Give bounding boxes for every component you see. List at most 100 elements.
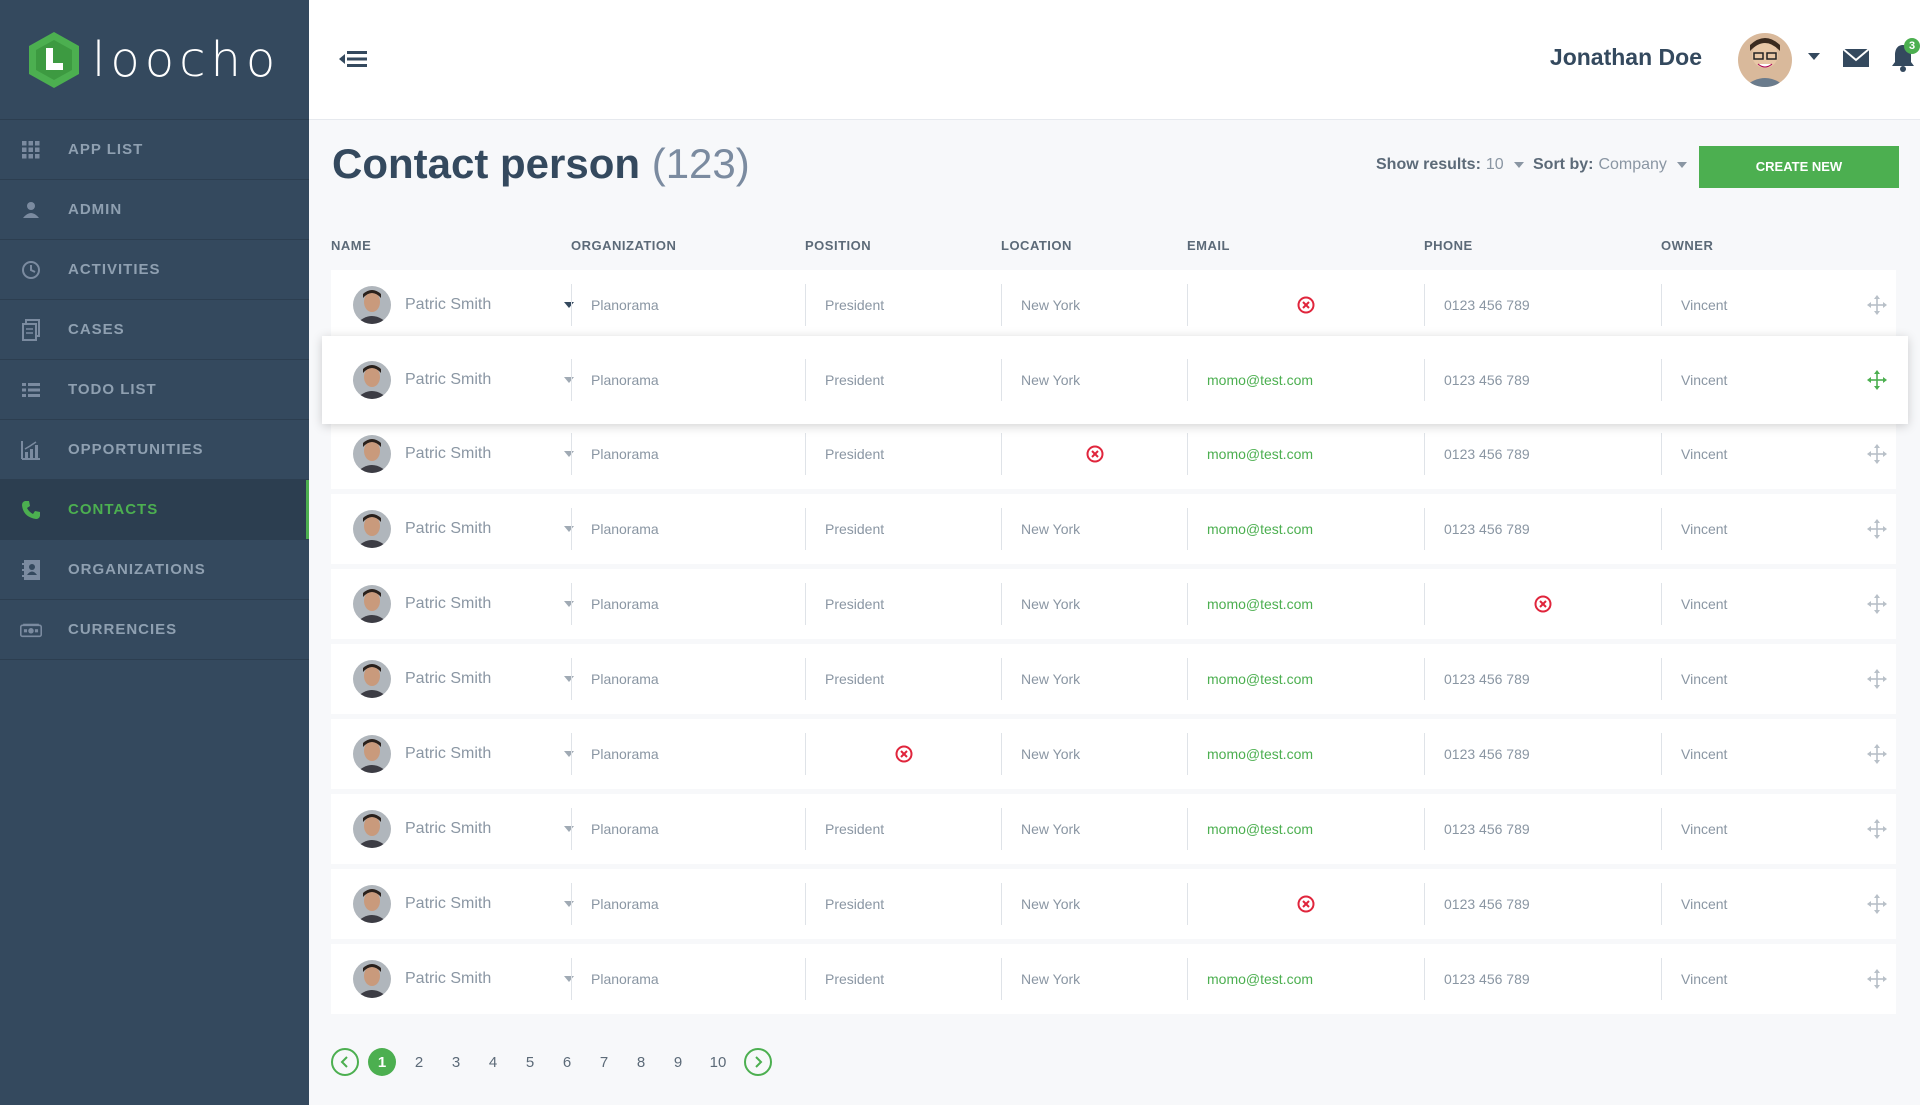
- email-value[interactable]: momo@test.com: [1207, 671, 1314, 687]
- drag-handle[interactable]: [1867, 359, 1887, 401]
- table-row[interactable]: Patric Smith Planorama President momo@te…: [331, 419, 1896, 489]
- email-value[interactable]: momo@test.com: [1207, 746, 1314, 762]
- user-avatar[interactable]: [1738, 33, 1792, 87]
- table-row[interactable]: Patric Smith Planorama President New Yor…: [331, 270, 1896, 340]
- sidebar-item-contacts[interactable]: CONTACTS: [0, 480, 309, 540]
- chevron-down-icon[interactable]: [564, 658, 574, 700]
- sort-by-select[interactable]: Sort by: Company: [1533, 156, 1687, 174]
- column-header-phone[interactable]: PHONE: [1424, 238, 1473, 253]
- contact-name[interactable]: Patric Smith: [405, 371, 492, 388]
- email-value[interactable]: momo@test.com: [1207, 821, 1314, 837]
- drag-handle[interactable]: [1867, 284, 1887, 326]
- drag-handle[interactable]: [1867, 958, 1887, 1000]
- contact-name[interactable]: Patric Smith: [405, 820, 492, 837]
- chevron-down-icon[interactable]: [564, 284, 574, 326]
- menu-collapse-icon[interactable]: [337, 47, 369, 71]
- chevron-down-icon[interactable]: [564, 958, 574, 1000]
- chevron-down-icon[interactable]: [564, 733, 574, 775]
- page-6-button[interactable]: 6: [562, 1053, 572, 1071]
- chevron-down-icon[interactable]: [564, 583, 574, 625]
- move-icon[interactable]: [1867, 894, 1887, 914]
- email-value[interactable]: momo@test.com: [1207, 521, 1314, 537]
- contact-name[interactable]: Patric Smith: [405, 745, 492, 762]
- sidebar-item-opportunities[interactable]: OPPORTUNITIES: [0, 420, 309, 480]
- drag-handle[interactable]: [1867, 433, 1887, 475]
- drag-handle[interactable]: [1867, 808, 1887, 850]
- sidebar-item-cases[interactable]: CASES: [0, 300, 309, 360]
- page-4-button[interactable]: 4: [488, 1053, 498, 1071]
- email-cell[interactable]: momo@test.com: [1187, 808, 1424, 850]
- move-icon[interactable]: [1867, 819, 1887, 839]
- sidebar-item-currencies[interactable]: CURRENCIES: [0, 600, 309, 660]
- table-row[interactable]: Patric Smith Planorama President New Yor…: [322, 336, 1908, 424]
- contact-name[interactable]: Patric Smith: [405, 895, 492, 912]
- move-icon[interactable]: [1867, 370, 1887, 390]
- move-icon[interactable]: [1867, 444, 1887, 464]
- name-cell[interactable]: Patric Smith: [353, 658, 574, 700]
- email-cell[interactable]: momo@test.com: [1187, 658, 1424, 700]
- mail-icon[interactable]: [1842, 47, 1870, 69]
- email-cell[interactable]: momo@test.com: [1187, 359, 1424, 401]
- table-row[interactable]: Patric Smith Planorama President New Yor…: [331, 944, 1896, 1014]
- contact-name[interactable]: Patric Smith: [405, 670, 492, 687]
- move-icon[interactable]: [1867, 295, 1887, 315]
- contact-name[interactable]: Patric Smith: [405, 970, 492, 987]
- chevron-down-icon[interactable]: [564, 433, 574, 475]
- column-header-organization[interactable]: ORGANIZATION: [571, 238, 677, 253]
- name-cell[interactable]: Patric Smith: [353, 733, 574, 775]
- page-3-button[interactable]: 3: [451, 1053, 461, 1071]
- drag-handle[interactable]: [1867, 883, 1887, 925]
- sidebar-item-activities[interactable]: ACTIVITIES: [0, 240, 309, 300]
- chevron-down-icon[interactable]: [564, 883, 574, 925]
- page-5-button[interactable]: 5: [525, 1053, 535, 1071]
- email-value[interactable]: momo@test.com: [1207, 596, 1314, 612]
- page-7-button[interactable]: 7: [599, 1053, 609, 1071]
- name-cell[interactable]: Patric Smith: [353, 958, 574, 1000]
- user-menu-caret-icon[interactable]: [1808, 53, 1820, 60]
- move-icon[interactable]: [1867, 519, 1887, 539]
- column-header-location[interactable]: LOCATION: [1001, 238, 1072, 253]
- name-cell[interactable]: Patric Smith: [353, 359, 574, 401]
- create-new-button[interactable]: CREATE NEW: [1699, 146, 1899, 188]
- email-cell[interactable]: momo@test.com: [1187, 508, 1424, 550]
- page-9-button[interactable]: 9: [673, 1053, 683, 1071]
- page-8-button[interactable]: 8: [636, 1053, 646, 1071]
- name-cell[interactable]: Patric Smith: [353, 508, 574, 550]
- column-header-owner[interactable]: OWNER: [1661, 238, 1714, 253]
- contact-name[interactable]: Patric Smith: [405, 445, 492, 462]
- name-cell[interactable]: Patric Smith: [353, 284, 574, 326]
- email-value[interactable]: momo@test.com: [1207, 971, 1314, 987]
- drag-handle[interactable]: [1867, 508, 1887, 550]
- page-2-button[interactable]: 2: [414, 1053, 424, 1071]
- page-10-button[interactable]: 10: [709, 1053, 727, 1071]
- contact-name[interactable]: Patric Smith: [405, 520, 492, 537]
- sidebar-item-todo-list[interactable]: TODO LIST: [0, 360, 309, 420]
- column-header-position[interactable]: POSITION: [805, 238, 872, 253]
- move-icon[interactable]: [1867, 594, 1887, 614]
- name-cell[interactable]: Patric Smith: [353, 808, 574, 850]
- table-row[interactable]: Patric Smith Planorama President New Yor…: [331, 869, 1896, 939]
- name-cell[interactable]: Patric Smith: [353, 433, 574, 475]
- email-cell[interactable]: momo@test.com: [1187, 433, 1424, 475]
- table-row[interactable]: Patric Smith Planorama President New Yor…: [331, 569, 1896, 639]
- drag-handle[interactable]: [1867, 658, 1887, 700]
- email-cell[interactable]: momo@test.com: [1187, 733, 1424, 775]
- email-cell[interactable]: momo@test.com: [1187, 583, 1424, 625]
- chevron-down-icon[interactable]: [564, 808, 574, 850]
- prev-page-button[interactable]: [331, 1048, 359, 1076]
- drag-handle[interactable]: [1867, 583, 1887, 625]
- email-cell[interactable]: momo@test.com: [1187, 958, 1424, 1000]
- column-header-email[interactable]: EMAIL: [1187, 238, 1230, 253]
- chevron-down-icon[interactable]: [564, 508, 574, 550]
- show-results-select[interactable]: Show results: 10: [1376, 156, 1524, 174]
- table-row[interactable]: Patric Smith Planorama New York momo@tes…: [331, 719, 1896, 789]
- page-1-button[interactable]: 1: [368, 1048, 396, 1076]
- sidebar-item-organizations[interactable]: ORGANIZATIONS: [0, 540, 309, 600]
- column-header-name[interactable]: NAME: [331, 238, 372, 253]
- email-value[interactable]: momo@test.com: [1207, 372, 1314, 388]
- logo[interactable]: loocho: [0, 0, 309, 120]
- contact-name[interactable]: Patric Smith: [405, 296, 492, 313]
- table-row[interactable]: Patric Smith Planorama President New Yor…: [331, 494, 1896, 564]
- table-row[interactable]: Patric Smith Planorama President New Yor…: [331, 644, 1896, 714]
- move-icon[interactable]: [1867, 744, 1887, 764]
